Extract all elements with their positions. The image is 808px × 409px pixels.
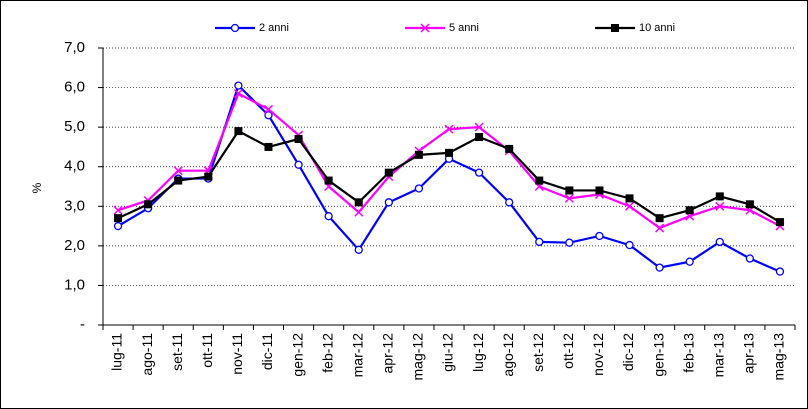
data-point [535, 237, 544, 247]
data-point [264, 142, 273, 151]
y-tick-label: 5,0 [64, 118, 85, 135]
data-point [715, 192, 724, 201]
x-tick-label: apr-12 [380, 333, 396, 374]
x-tick-label: ott-11 [199, 333, 215, 368]
x-tick-label: dic-12 [620, 333, 636, 371]
data-point [414, 150, 423, 159]
legend-marker [420, 23, 430, 33]
data-point [745, 200, 754, 209]
data-point [324, 212, 333, 221]
x-tick-label: gen-12 [289, 333, 305, 377]
x-tick-label: nov-12 [590, 333, 606, 376]
x-tick-label: ago-12 [500, 333, 516, 377]
data-point [505, 144, 514, 153]
x-tick-label: ago-11 [139, 333, 155, 376]
y-tick-label: 1,0 [64, 276, 85, 293]
data-point [384, 198, 393, 207]
data-point [565, 186, 574, 195]
data-point [444, 124, 454, 134]
x-tick-label: mag-12 [410, 333, 426, 381]
x-tick-label: lug-12 [470, 333, 486, 372]
legend-label: 2 anni [259, 22, 289, 34]
data-point [414, 184, 424, 193]
x-tick-label: set-11 [169, 333, 185, 371]
data-point [655, 223, 665, 233]
x-tick-label: lug-11 [109, 333, 125, 371]
data-point [173, 166, 183, 176]
data-point [655, 263, 664, 272]
data-point [745, 254, 755, 263]
data-point [113, 205, 123, 215]
data-point [505, 198, 514, 207]
legend-label: 5 anni [449, 22, 479, 34]
data-point [595, 231, 604, 241]
x-tick-label: feb-13 [680, 333, 696, 373]
data-point [294, 135, 303, 144]
y-tick-label: 2,0 [64, 237, 85, 254]
data-point [474, 168, 484, 177]
data-point [294, 160, 303, 169]
data-point [595, 186, 604, 195]
data-point [655, 214, 664, 223]
y-axis-label: % [30, 182, 44, 193]
data-point [624, 201, 635, 211]
y-tick-label: - [80, 316, 85, 333]
y-tick-label: 3,0 [64, 197, 85, 214]
data-point [715, 201, 725, 211]
data-point [775, 267, 785, 276]
data-point [564, 193, 574, 203]
data-point [144, 200, 153, 209]
data-point [685, 206, 694, 215]
data-point [625, 194, 634, 203]
x-tick-label: dic-11 [259, 333, 275, 370]
data-point [354, 198, 363, 207]
data-point [354, 245, 363, 254]
x-tick-label: mar-13 [710, 333, 726, 378]
x-tick-label: gen-13 [650, 333, 666, 377]
data-point [204, 172, 213, 181]
data-point [715, 237, 724, 247]
data-point [263, 104, 274, 114]
data-point [114, 214, 123, 223]
data-point [475, 133, 484, 142]
data-point [354, 207, 364, 217]
data-point [233, 88, 243, 99]
data-point [234, 81, 243, 90]
x-tick-label: apr-13 [741, 333, 757, 374]
data-point [474, 122, 484, 132]
x-tick-label: mar-12 [349, 333, 365, 378]
x-tick-label: set-12 [530, 333, 546, 372]
data-point [264, 111, 273, 120]
data-point [775, 218, 784, 227]
x-tick-label: feb-12 [319, 333, 335, 373]
y-tick-label: 4,0 [64, 158, 85, 175]
x-tick-label: mag-13 [771, 333, 787, 381]
data-point [565, 238, 574, 247]
data-point [234, 127, 243, 136]
data-point [384, 168, 393, 177]
data-point [113, 221, 123, 231]
legend-marker [611, 24, 619, 32]
x-tick-label: giu-12 [440, 333, 456, 372]
y-tick-label: 6,0 [64, 79, 85, 96]
legend-label: 10 anni [639, 22, 675, 34]
data-point [535, 176, 544, 185]
data-point [324, 176, 333, 185]
data-point [685, 257, 694, 266]
x-tick-label: nov-11 [229, 333, 245, 375]
legend-marker [230, 23, 240, 33]
data-point [625, 240, 634, 250]
y-tick-label: 7,0 [64, 39, 85, 56]
data-point [174, 176, 183, 185]
data-point [445, 148, 453, 157]
x-tick-label: ott-12 [560, 333, 576, 369]
